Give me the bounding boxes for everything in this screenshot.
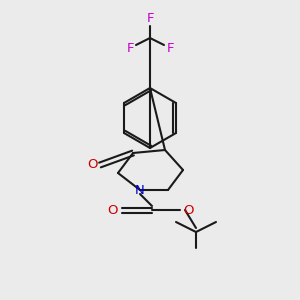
Text: O: O — [87, 158, 97, 172]
Text: F: F — [126, 41, 134, 55]
Text: F: F — [166, 41, 174, 55]
Text: O: O — [108, 203, 118, 217]
Text: O: O — [183, 203, 193, 217]
Text: N: N — [135, 184, 145, 196]
Text: F: F — [146, 13, 154, 26]
